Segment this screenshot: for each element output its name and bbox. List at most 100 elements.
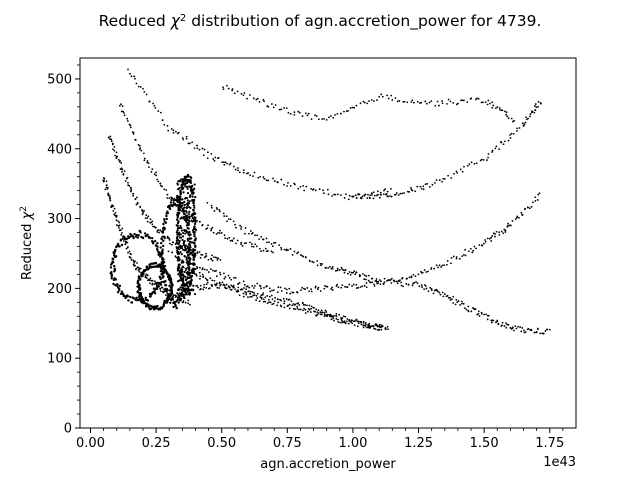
data-point xyxy=(156,241,159,245)
data-point xyxy=(498,107,501,109)
data-point xyxy=(135,196,138,199)
data-point xyxy=(155,283,158,285)
data-point xyxy=(473,162,476,165)
data-point xyxy=(199,266,201,269)
data-point xyxy=(179,195,182,198)
data-point xyxy=(189,276,192,279)
data-point xyxy=(327,267,330,269)
data-point xyxy=(139,205,142,208)
data-point xyxy=(139,278,142,281)
data-point xyxy=(484,101,487,103)
data-point xyxy=(446,260,449,262)
data-point xyxy=(322,192,325,195)
data-point xyxy=(299,308,302,311)
data-point xyxy=(425,102,428,105)
data-point xyxy=(291,253,294,256)
data-point xyxy=(109,135,112,138)
data-point xyxy=(366,197,369,200)
data-point xyxy=(490,236,493,239)
data-point xyxy=(280,290,283,292)
data-point xyxy=(263,177,266,180)
data-point xyxy=(206,227,209,230)
data-point xyxy=(264,300,267,303)
data-point xyxy=(470,161,473,164)
data-point xyxy=(486,237,489,240)
data-point xyxy=(252,294,255,297)
data-point xyxy=(139,144,141,147)
data-point xyxy=(202,154,205,157)
data-point xyxy=(316,288,319,291)
data-point xyxy=(472,249,475,252)
data-point xyxy=(330,314,333,317)
data-point xyxy=(536,327,539,330)
data-point xyxy=(114,283,117,287)
data-point xyxy=(521,327,524,329)
data-point xyxy=(188,210,191,213)
data-point xyxy=(165,189,168,191)
data-point xyxy=(314,114,316,116)
data-point xyxy=(158,285,161,288)
data-point xyxy=(252,245,255,248)
data-point xyxy=(186,239,190,242)
data-point xyxy=(223,272,225,275)
data-point xyxy=(196,266,198,268)
data-point xyxy=(111,143,114,146)
data-point xyxy=(181,265,184,268)
data-point xyxy=(308,308,311,311)
data-point xyxy=(150,307,153,310)
data-point xyxy=(218,287,221,289)
data-point xyxy=(428,101,431,104)
data-point xyxy=(423,284,426,286)
data-point xyxy=(371,281,374,284)
data-point xyxy=(120,110,123,113)
data-point xyxy=(226,237,229,240)
data-point xyxy=(436,290,439,293)
data-point xyxy=(192,248,195,251)
data-point xyxy=(352,283,355,286)
data-point xyxy=(198,148,201,151)
data-point xyxy=(130,301,134,304)
data-point xyxy=(144,276,147,279)
data-point xyxy=(450,257,453,259)
data-point xyxy=(158,275,161,278)
data-point xyxy=(354,320,356,322)
data-point xyxy=(259,296,262,298)
data-point xyxy=(176,229,179,232)
data-point xyxy=(235,226,237,229)
data-point xyxy=(182,293,186,296)
data-point xyxy=(186,260,189,263)
data-point xyxy=(157,110,160,113)
data-point xyxy=(363,101,366,104)
data-point xyxy=(364,325,367,327)
data-point xyxy=(219,284,222,287)
data-point xyxy=(136,202,139,205)
data-point xyxy=(181,178,184,181)
data-point xyxy=(434,104,437,107)
data-point xyxy=(123,114,126,117)
data-point xyxy=(182,276,185,279)
data-point xyxy=(159,229,162,232)
data-point xyxy=(371,277,374,280)
data-point xyxy=(140,235,143,239)
data-point xyxy=(343,271,346,274)
data-point xyxy=(249,230,252,232)
data-point xyxy=(480,158,483,161)
data-point xyxy=(234,276,237,279)
data-point xyxy=(335,313,338,315)
data-point xyxy=(189,194,192,197)
data-point xyxy=(203,268,206,271)
data-point xyxy=(184,196,187,200)
data-point xyxy=(166,272,169,275)
data-point xyxy=(292,307,295,310)
data-point xyxy=(378,323,381,326)
title-prefix: Reduced xyxy=(99,12,171,30)
data-point xyxy=(174,255,177,258)
data-point xyxy=(398,99,401,102)
data-point xyxy=(413,101,415,104)
data-point xyxy=(466,164,469,167)
data-point xyxy=(155,171,157,174)
data-point xyxy=(272,177,274,180)
data-point xyxy=(172,294,175,296)
data-point xyxy=(153,280,156,283)
data-point xyxy=(205,283,208,286)
